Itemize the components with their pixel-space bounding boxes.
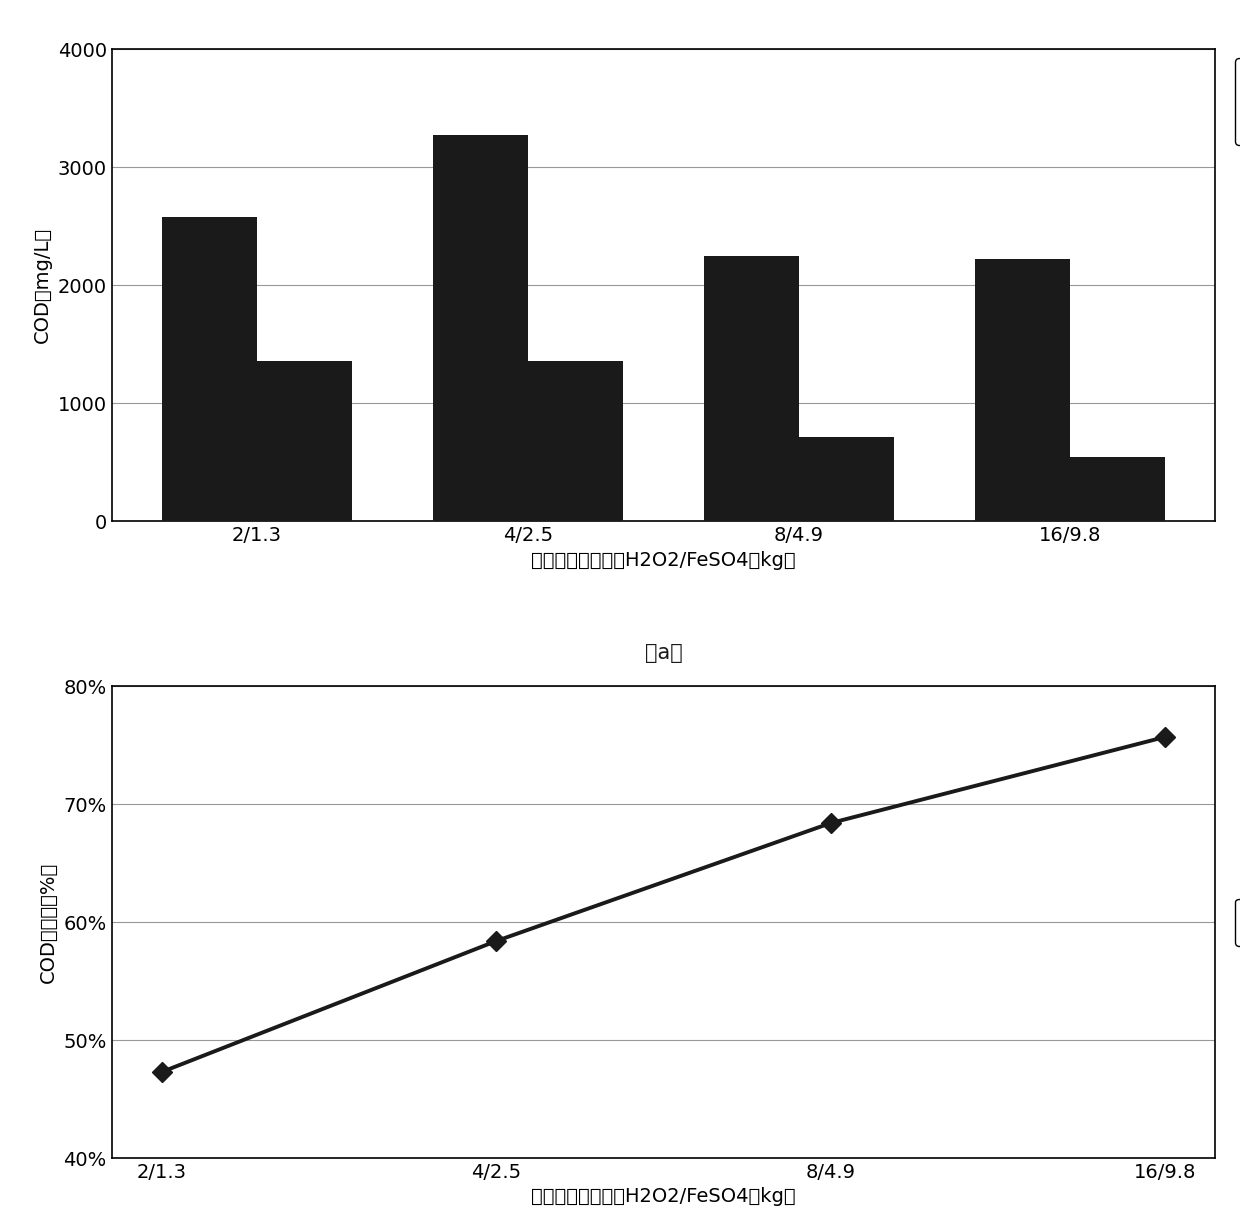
Bar — [433, 136, 528, 521]
Bar — [975, 259, 1070, 521]
Bar — [161, 217, 257, 521]
Bar — [1070, 457, 1166, 521]
Bar — [704, 256, 799, 521]
Line: COD去除率: COD去除率 — [155, 731, 1172, 1079]
Legend: COD进水, COD处理水: COD进水, COD处理水 — [1235, 58, 1240, 145]
X-axis label: 处理每吨废水添加H2O2/FeSO4（kg）: 处理每吨废水添加H2O2/FeSO4（kg） — [531, 1188, 796, 1206]
Bar — [799, 437, 894, 521]
Y-axis label: COD去除率（%）: COD去除率（%） — [38, 861, 58, 983]
COD去除率 — [823, 816, 838, 830]
Bar — [257, 361, 352, 521]
Legend: COD去除率: COD去除率 — [1235, 898, 1240, 946]
Text: （a）: （a） — [645, 643, 682, 663]
COD去除率 — [489, 934, 503, 949]
Y-axis label: COD（mg/L）: COD（mg/L） — [33, 227, 52, 344]
COD去除率 — [154, 1064, 169, 1079]
COD去除率 — [1158, 729, 1173, 744]
X-axis label: 处理每吨废水添加H2O2/FeSO4（kg）: 处理每吨废水添加H2O2/FeSO4（kg） — [531, 551, 796, 569]
Bar — [528, 361, 622, 521]
